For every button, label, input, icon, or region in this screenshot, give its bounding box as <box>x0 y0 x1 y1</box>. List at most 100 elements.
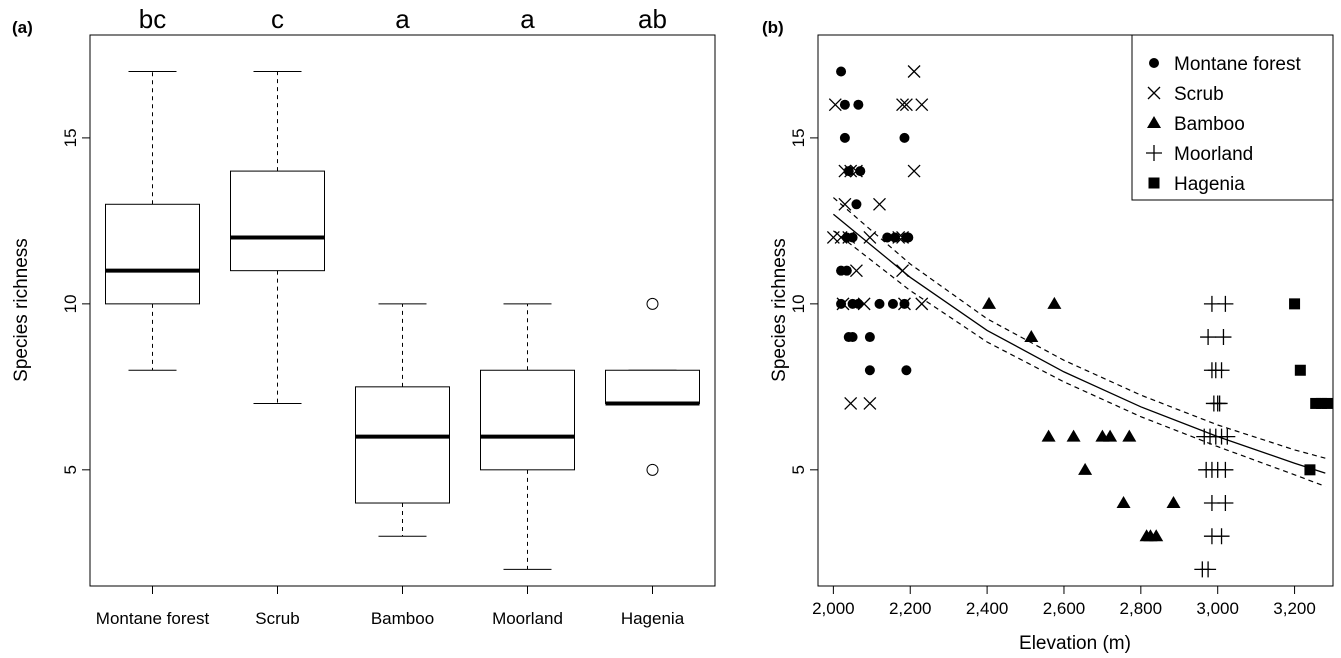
panel-b-plot-frame <box>817 34 1334 587</box>
data-point <box>1047 296 1062 309</box>
data-point <box>1217 295 1234 312</box>
y-tick-label: 5 <box>61 465 80 474</box>
data-point <box>882 232 893 243</box>
fit-ci-lower <box>833 230 1326 487</box>
data-point <box>1103 429 1118 442</box>
data-point <box>1217 495 1234 512</box>
data-point <box>836 298 847 309</box>
data-point <box>844 164 858 178</box>
data-point <box>1294 364 1306 376</box>
data-point <box>839 99 850 110</box>
series-hagenia <box>1289 298 1333 476</box>
data-point <box>864 365 875 376</box>
data-point <box>828 98 842 112</box>
panel-a-y-axis-label: Species richness <box>11 238 32 382</box>
box-body <box>605 369 700 404</box>
x-tick-label: Scrub <box>255 609 299 628</box>
box-body <box>105 203 200 305</box>
data-point <box>847 232 858 243</box>
data-point <box>847 332 858 343</box>
legend-marker <box>1149 58 1159 68</box>
data-point <box>836 297 850 311</box>
group-letter: a <box>520 4 535 34</box>
data-point <box>1200 329 1217 346</box>
data-point <box>851 199 862 210</box>
data-point <box>1213 528 1230 545</box>
data-point <box>1321 397 1333 409</box>
data-point <box>1315 397 1327 409</box>
panel-b-legend: Montane forest Scrub Bamboo Moorland Hagenia <box>1131 34 1334 201</box>
data-point <box>863 231 877 244</box>
legend-label: Scrub <box>1174 84 1224 105</box>
data-point <box>1310 397 1322 409</box>
data-point <box>855 166 866 177</box>
outlier-point <box>646 297 659 310</box>
series-montane-forest <box>836 66 914 376</box>
data-point <box>892 231 906 244</box>
data-point <box>863 396 877 410</box>
legend-marker <box>1148 177 1160 189</box>
data-point <box>1024 330 1039 343</box>
fit-line <box>832 213 1326 474</box>
y-tick-label: 15 <box>61 128 80 147</box>
data-point <box>1066 429 1081 442</box>
data-point <box>1203 495 1220 512</box>
data-point <box>1203 295 1220 312</box>
data-point <box>907 164 921 178</box>
data-point <box>1041 429 1056 442</box>
x-tick-label: Moorland <box>492 609 563 628</box>
group-letter: a <box>395 4 410 34</box>
x-tick-label: 3,000 <box>1196 599 1239 618</box>
legend-label: Montane forest <box>1174 54 1301 75</box>
data-point <box>982 296 997 309</box>
data-point <box>887 298 898 309</box>
data-point <box>1122 429 1137 442</box>
data-point <box>841 265 852 276</box>
group-letter: ab <box>638 4 667 34</box>
box-body <box>480 369 575 471</box>
x-tick-label: 2,200 <box>889 599 932 618</box>
panel-b-x-axis: 2,000 2,200 2,400 2,600 2,800 3,000 3,200 <box>812 586 1316 618</box>
data-point <box>1213 362 1230 379</box>
data-point <box>899 98 913 112</box>
x-tick-label: 2,000 <box>812 599 855 618</box>
panel-a-group-letters: bc c a a ab <box>139 4 667 34</box>
data-point <box>838 197 852 211</box>
data-point <box>873 197 886 211</box>
x-tick-label: Hagenia <box>621 609 685 628</box>
box-bamboo <box>355 303 450 537</box>
legend-marker <box>1146 145 1162 161</box>
data-point <box>907 65 921 78</box>
panel-b-points <box>826 65 1333 578</box>
data-point <box>1217 461 1234 478</box>
data-point <box>1215 329 1232 346</box>
y-tick-label: 15 <box>789 128 808 147</box>
data-point <box>899 132 910 143</box>
box-montane-forest <box>105 71 200 371</box>
x-tick-label: 2,600 <box>1043 599 1086 618</box>
panel-a-boxplot: (a) Species richness 5 10 15 Montane fores… <box>11 4 716 628</box>
legend-label: Hagenia <box>1174 174 1245 195</box>
data-point <box>1116 496 1131 509</box>
data-point <box>1166 496 1181 509</box>
panel-b-fit-lines <box>832 197 1326 487</box>
panel-a-label: (a) <box>12 18 33 37</box>
panel-a-x-axis: Montane forest Scrub Bamboo Moorland Hagenia <box>96 586 685 628</box>
y-tick-label: 10 <box>789 294 808 313</box>
group-letter: c <box>271 4 284 34</box>
data-point <box>844 396 858 410</box>
data-point <box>1200 561 1217 578</box>
panel-b-x-axis-label: Elevation (m) <box>1019 633 1131 654</box>
series-bamboo <box>982 296 1181 542</box>
series-moorland <box>1194 295 1236 578</box>
fit-ci-upper <box>833 197 1326 459</box>
data-point <box>1211 395 1228 412</box>
data-point <box>896 231 910 244</box>
data-point <box>896 264 910 278</box>
data-point <box>901 365 912 376</box>
data-point <box>857 297 871 311</box>
data-point <box>1289 298 1301 310</box>
data-point <box>1149 529 1164 542</box>
data-point <box>853 99 864 110</box>
